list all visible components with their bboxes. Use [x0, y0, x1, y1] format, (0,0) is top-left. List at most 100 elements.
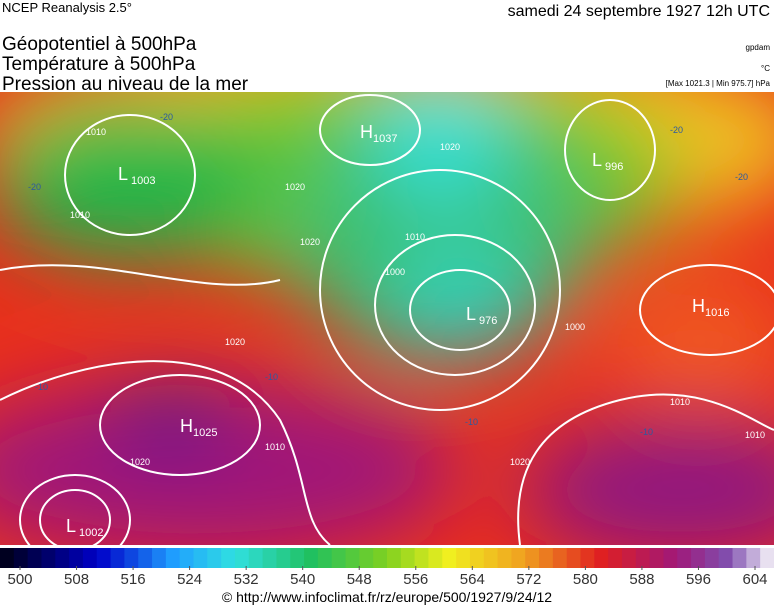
colorbar-cell — [691, 548, 706, 568]
colorbar-cell — [497, 548, 512, 568]
isobar-label: 1020 — [225, 337, 245, 347]
colorbar-label: 508 — [64, 571, 89, 588]
colorbar-cell — [290, 548, 305, 568]
center-value: 1002 — [79, 527, 103, 539]
colorbar-cell — [525, 548, 540, 568]
colorbar-cell — [55, 548, 70, 568]
colorbar-cell — [234, 548, 250, 568]
colorbar-cell — [152, 548, 167, 568]
isobar-label: 1010 — [70, 210, 90, 220]
colorbar-cell — [373, 548, 388, 568]
isobar-label: 1020 — [130, 457, 150, 467]
center-type: H — [360, 122, 373, 142]
temperature-label: -10 — [35, 382, 48, 392]
title-line: Géopotentiel à 500hPa — [2, 34, 197, 55]
colorbar-cell — [704, 548, 720, 568]
title-line: Température à 500hPa — [2, 54, 196, 75]
colorbar-cell — [552, 548, 568, 568]
colorbar-cell — [414, 548, 429, 568]
colorbar-cell — [566, 548, 581, 568]
colorbar-cell — [304, 548, 319, 568]
center-value: 1025 — [193, 427, 217, 439]
colorbar-cell — [69, 548, 84, 568]
colorbar-label: 572 — [516, 571, 541, 588]
isobar-label: 1000 — [385, 267, 405, 277]
colorbar-cell — [317, 548, 333, 568]
colorbar-label: 524 — [177, 571, 202, 588]
colorbar-label: 580 — [573, 571, 598, 588]
isobar-label: 1010 — [86, 127, 106, 137]
colorbar-cell — [248, 548, 264, 568]
colorbar-label: 532 — [234, 571, 259, 588]
temperature-label: -20 — [28, 182, 41, 192]
isobar-label: 1000 — [565, 322, 585, 332]
colorbar-cell — [428, 548, 443, 568]
colorbar-cell — [663, 548, 678, 568]
colorbar-cell — [483, 548, 499, 568]
colorbar-cell — [331, 548, 347, 568]
colorbar-cell — [82, 548, 98, 568]
colorbar-cell — [539, 548, 554, 568]
colorbar-cell — [221, 548, 236, 568]
isobar-label: 1020 — [510, 457, 530, 467]
center-type: H — [180, 416, 193, 436]
center-type: L — [118, 164, 128, 184]
colorbar-label: 516 — [121, 571, 146, 588]
colorbar-cell — [677, 548, 692, 568]
footer: © http://www.infoclimat.fr/rz/europe/500… — [222, 589, 552, 605]
temperature-label: -20 — [160, 112, 173, 122]
colorbar-cell — [207, 548, 222, 568]
isobar-label: 1010 — [405, 232, 425, 242]
colorbar-cell — [359, 548, 374, 568]
center-type: H — [692, 296, 705, 316]
colorbar-cell — [469, 548, 485, 568]
center-type: L — [592, 150, 602, 170]
range: [Max 1021.3 | Min 975.7] hPa — [666, 79, 771, 88]
colorbar-cell — [760, 548, 774, 568]
date: samedi 24 septembre 1927 12h UTC — [508, 3, 770, 20]
center-value: 976 — [479, 315, 497, 327]
isobar-label: 1020 — [440, 142, 460, 152]
unit: °C — [761, 64, 770, 73]
isobar-label: 1010 — [745, 430, 765, 440]
colorbar-cell — [387, 548, 402, 568]
colorbar-label: 588 — [629, 571, 654, 588]
colorbar-label: 596 — [686, 571, 711, 588]
colorbar-cell — [13, 548, 29, 568]
colorbar-cell — [442, 548, 457, 568]
colorbar-label: 564 — [460, 571, 485, 588]
colorbar-cell — [718, 548, 734, 568]
temperature-label: -10 — [640, 427, 653, 437]
colorbar-label: 540 — [290, 571, 315, 588]
colorbar-cell — [124, 548, 139, 568]
colorbar-cell — [27, 548, 42, 568]
colorbar-cell — [511, 548, 526, 568]
temperature-label: -10 — [465, 417, 478, 427]
colorbar-cell — [608, 548, 623, 568]
colorbar-cell — [456, 548, 471, 568]
colorbar-cell — [649, 548, 664, 568]
colorbar-label: 548 — [347, 571, 372, 588]
isobar-label: 1020 — [300, 237, 320, 247]
center-type: L — [466, 304, 476, 324]
colorbar-cell — [110, 548, 125, 568]
center-value: 996 — [605, 161, 623, 173]
colorbar-cell — [621, 548, 637, 568]
colorbar-cell — [732, 548, 747, 568]
temperature-label: -20 — [670, 125, 683, 135]
title-line: Pression au niveau de la mer — [2, 74, 249, 95]
center-value: 1016 — [705, 307, 729, 319]
colorbar-label: 604 — [742, 571, 767, 588]
unit: gpdam — [746, 43, 771, 52]
isobar-label: 1020 — [285, 182, 305, 192]
colorbar-cell — [0, 548, 15, 568]
colorbar-cell — [345, 548, 360, 568]
colorbar-cell — [193, 548, 208, 568]
center-type: L — [66, 516, 76, 536]
isobar-label: 1010 — [670, 397, 690, 407]
colorbar-cell — [635, 548, 651, 568]
colorbar-cell — [138, 548, 153, 568]
